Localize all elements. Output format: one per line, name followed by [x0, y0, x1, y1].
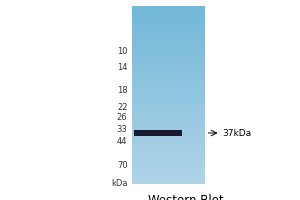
Text: 18: 18	[117, 86, 128, 95]
Text: 14: 14	[117, 64, 128, 72]
Text: 37kDa: 37kDa	[223, 129, 252, 138]
Text: 10: 10	[117, 47, 128, 56]
Text: 26: 26	[117, 112, 128, 121]
Text: Western Blot: Western Blot	[148, 194, 224, 200]
Text: 33: 33	[117, 124, 128, 134]
Text: 70: 70	[117, 160, 128, 170]
Text: kDa: kDa	[111, 180, 128, 188]
Text: 22: 22	[117, 102, 128, 112]
Text: 44: 44	[117, 138, 128, 146]
Bar	[134, 130, 182, 136]
